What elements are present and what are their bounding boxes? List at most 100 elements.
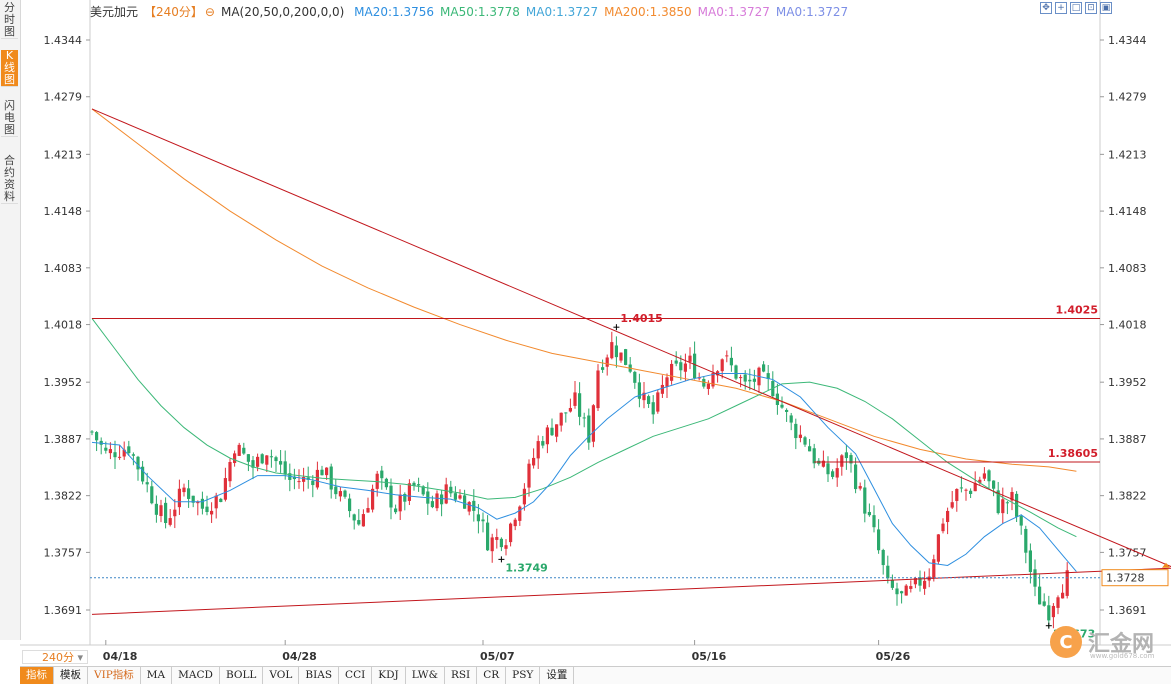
candle-body — [642, 392, 646, 401]
candle-body — [430, 501, 434, 508]
candle-body — [844, 452, 848, 459]
toolbar-item-3[interactable]: MA — [141, 667, 173, 684]
toolbar-item-5[interactable]: BOLL — [220, 667, 264, 684]
candle-body — [1010, 491, 1014, 501]
candle-body — [219, 498, 223, 503]
candle-body — [131, 454, 135, 456]
tab-timeshare[interactable]: 分时图 — [1, 2, 18, 39]
fullscreen-icon[interactable]: □ — [1070, 2, 1082, 14]
toolbar-item-8[interactable]: CCI — [339, 667, 373, 684]
candle-body — [605, 357, 609, 367]
candle-body — [366, 508, 370, 513]
candle-body — [159, 505, 163, 517]
candle-body — [509, 523, 513, 543]
candle-body — [780, 404, 784, 408]
y-tick-label-left: 1.4083 — [44, 262, 83, 275]
toolbar-item-6[interactable]: VOL — [263, 667, 300, 684]
period-selector-label: 240分 — [41, 651, 74, 664]
candle-body — [877, 529, 881, 551]
toolbar-item-13[interactable]: PSY — [506, 667, 541, 684]
candle-body — [982, 473, 986, 479]
candle-body — [964, 489, 968, 491]
y-tick-label-right: 1.4083 — [1108, 262, 1147, 275]
toolbar-item-7[interactable]: BIAS — [299, 667, 340, 684]
crosshair-icon[interactable]: + — [1055, 2, 1067, 14]
toolbar-item-14[interactable]: 设置 — [540, 667, 575, 684]
candle-body — [182, 487, 186, 493]
candle-body — [145, 482, 149, 485]
candle-body — [665, 377, 669, 387]
toolbar-item-11[interactable]: RSI — [445, 667, 478, 684]
toolbar-item-9[interactable]: KDJ — [372, 667, 406, 684]
zoom-icon[interactable]: ⊡ — [1085, 2, 1097, 14]
candle-body — [440, 494, 444, 505]
candle-body — [453, 493, 457, 500]
current-price-box — [1101, 569, 1169, 587]
candle-body — [490, 537, 494, 552]
move-icon[interactable]: ✥ — [1040, 2, 1052, 14]
candle-body — [941, 523, 945, 532]
candle-body — [302, 477, 306, 482]
toolbar-item-4[interactable]: MACD — [172, 667, 220, 684]
candle-body — [274, 457, 278, 462]
candle-body — [688, 355, 692, 362]
candle-body — [233, 453, 237, 464]
candle-body — [371, 488, 375, 510]
candle-body — [95, 432, 99, 441]
candle-body — [196, 501, 200, 504]
trendline-1 — [91, 567, 1171, 615]
candle-body — [1038, 586, 1042, 605]
candle-body — [711, 373, 715, 387]
toolbar-item-10[interactable]: LW& — [406, 667, 445, 684]
kline-chart[interactable]: 1.4344 1.4344 1.4279 1.4279 1.4213 1.4213 1.41… — [20, 0, 1171, 665]
candle-body — [467, 502, 471, 512]
candle-body — [624, 349, 628, 365]
candle-body — [223, 478, 227, 500]
candle-body — [702, 378, 706, 387]
candle-body — [564, 412, 568, 414]
candle-body — [610, 342, 614, 359]
candle-body — [766, 373, 770, 380]
toolbar-item-2[interactable]: VIP指标 — [88, 667, 141, 684]
window-controls: ✥ + □ ⊡ ▣ — [1040, 2, 1112, 14]
candle-body — [200, 498, 204, 509]
candle-body — [532, 457, 536, 466]
candle-body — [486, 522, 490, 551]
close-icon[interactable]: ▣ — [1100, 2, 1112, 14]
candle-body — [205, 506, 209, 513]
tab-flash[interactable]: 闪电图 — [1, 100, 18, 137]
tab-kline[interactable]: K线图 — [1, 50, 18, 87]
candle-body — [481, 519, 485, 522]
x-tick-label: 05/16 — [692, 650, 727, 663]
candle-body — [955, 488, 959, 501]
candle-body — [858, 486, 862, 489]
period-selector[interactable]: 240分 ▾ — [22, 650, 88, 664]
tab-contract-info[interactable]: 合约资料 — [1, 155, 18, 204]
candle-body — [872, 515, 876, 528]
x-tick-label: 04/28 — [282, 650, 317, 663]
candle-body — [417, 484, 421, 486]
candle-body — [210, 510, 214, 515]
candle-body — [808, 446, 812, 452]
candle-body — [886, 565, 890, 579]
toolbar-item-1[interactable]: 模板 — [54, 667, 88, 684]
toolbar-item-0[interactable]: 指标 — [20, 667, 54, 684]
settings-icon[interactable]: ⊖ — [204, 5, 215, 19]
candle-body — [237, 444, 241, 456]
period-label: 【240分】 — [144, 5, 203, 19]
candle-body — [582, 417, 586, 419]
candle-body — [992, 480, 996, 489]
candle-body — [656, 392, 660, 412]
y-tick-label-left: 1.4344 — [44, 34, 83, 47]
candle-body — [177, 488, 181, 508]
candle-body — [674, 360, 678, 364]
candle-body — [720, 359, 724, 372]
candle-body — [840, 455, 844, 467]
candle-body — [591, 405, 595, 442]
candle-body — [522, 488, 526, 505]
candle-body — [251, 460, 255, 468]
toolbar-item-12[interactable]: CR — [477, 667, 507, 684]
candle-body — [122, 449, 126, 457]
candle-body — [743, 374, 747, 382]
candle-body — [394, 508, 398, 513]
